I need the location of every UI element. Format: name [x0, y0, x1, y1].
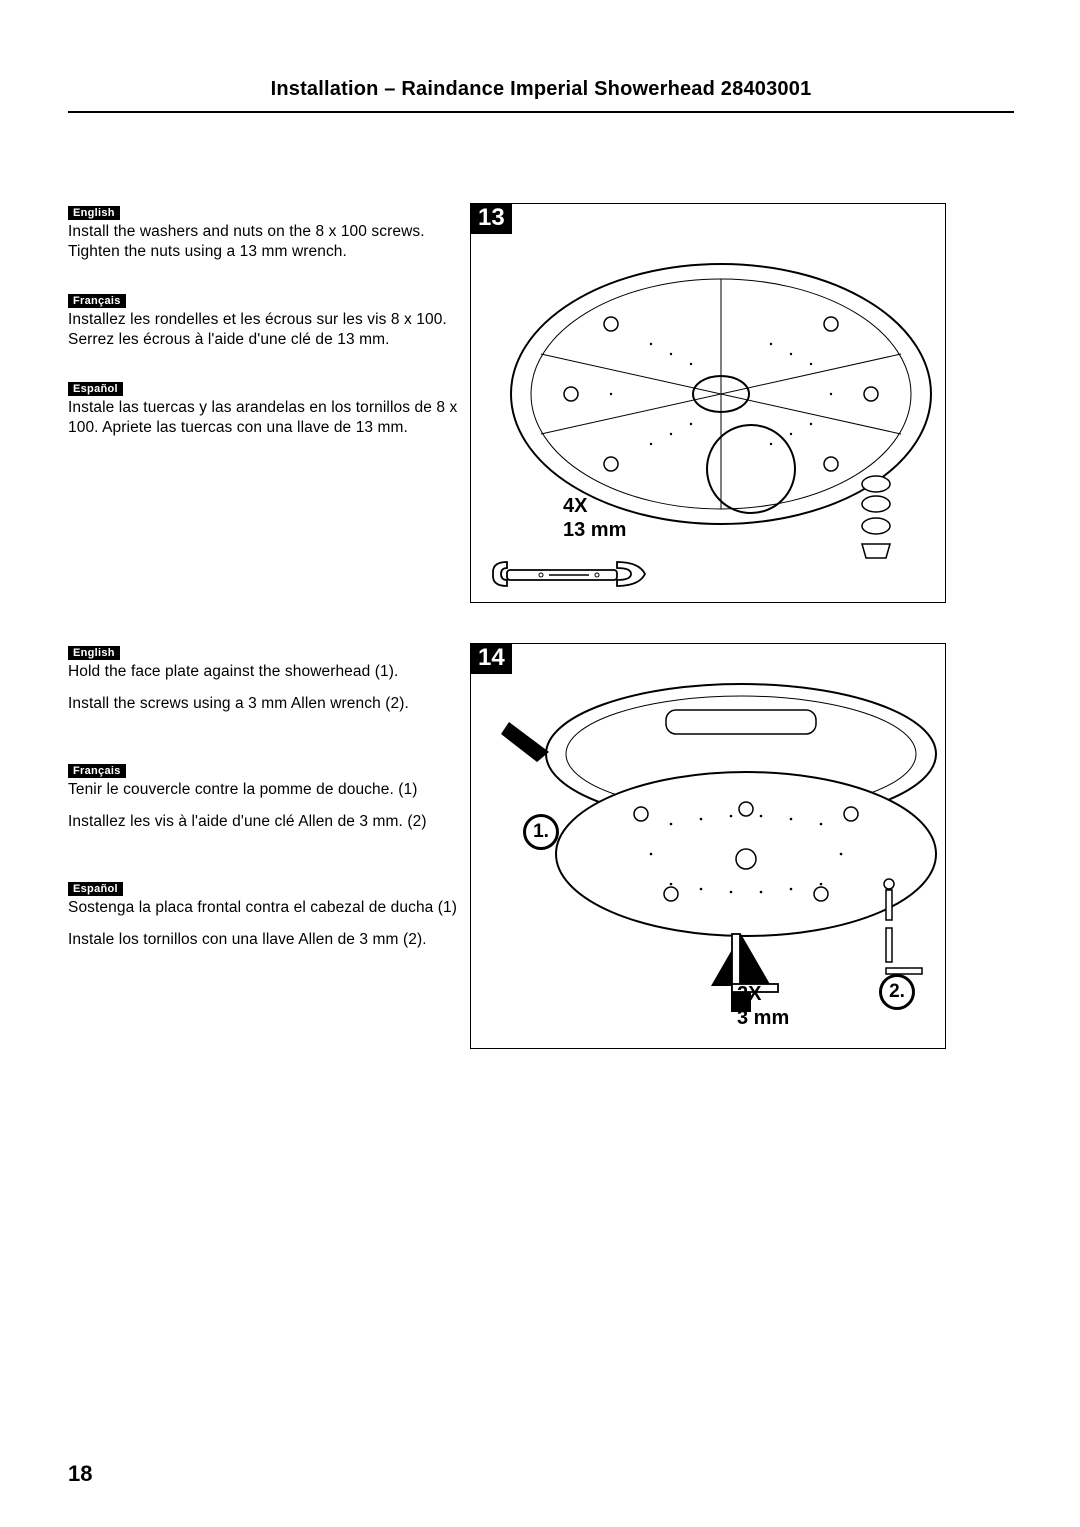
text-english-14-p2: Install the screws using a 3 mm Allen wr…: [68, 694, 460, 714]
image-column-14: 14: [470, 643, 1014, 1049]
section-step-13: English Install the washers and nuts on …: [68, 203, 1014, 603]
page-title: Installation – Raindance Imperial Shower…: [68, 78, 1014, 113]
text-francais-14: Tenir le couvercle contre la pomme de do…: [68, 780, 460, 833]
content: English Install the washers and nuts on …: [68, 203, 1014, 1049]
lang-english-label: English: [68, 206, 120, 220]
showerhead-illustration-13: [471, 204, 947, 604]
lang-english-label-14: English: [68, 646, 120, 660]
image-column-13: 13: [470, 203, 1014, 603]
callout-13-qty: 4X: [563, 495, 587, 517]
text-column-14: English Hold the face plate against the …: [68, 643, 470, 979]
text-espanol-14-p2: Instale los tornillos con una llave Alle…: [68, 930, 460, 950]
section-step-14: English Hold the face plate against the …: [68, 643, 1014, 1049]
diagram-step-14: 14: [470, 643, 946, 1049]
callout-14: 2X 3 mm: [737, 982, 789, 1030]
diagram-step-13: 13: [470, 203, 946, 603]
lang-espanol-label-14: Español: [68, 882, 123, 896]
text-francais-14-p1: Tenir le couvercle contre la pomme de do…: [68, 780, 460, 800]
lang-francais-label-14: Français: [68, 764, 126, 778]
text-espanol-14: Sostenga la placa frontal contra el cabe…: [68, 898, 460, 951]
text-espanol-13: Instale las tuercas y las arandelas en l…: [68, 398, 460, 439]
text-english-14-p1: Hold the face plate against the showerhe…: [68, 662, 460, 682]
text-espanol-14-p1: Sostenga la placa frontal contra el cabe…: [68, 898, 460, 918]
text-english-14: Hold the face plate against the showerhe…: [68, 662, 460, 715]
marker-1: 1.: [523, 814, 559, 850]
lang-francais-label: Français: [68, 294, 126, 308]
text-francais-14-p2: Installez les vis à l'aide d'une clé All…: [68, 812, 460, 832]
text-francais-13: Installez les rondelles et les écrous su…: [68, 310, 460, 351]
callout-13-size: 13 mm: [563, 519, 626, 541]
page: Installation – Raindance Imperial Shower…: [0, 0, 1080, 1527]
callout-14-qty: 2X: [737, 983, 761, 1005]
text-english-13: Install the washers and nuts on the 8 x …: [68, 222, 460, 263]
lang-espanol-label: Español: [68, 382, 123, 396]
page-number: 18: [68, 1461, 92, 1487]
marker-2: 2.: [879, 974, 915, 1010]
text-column-13: English Install the washers and nuts on …: [68, 203, 470, 467]
callout-14-size: 3 mm: [737, 1007, 789, 1029]
callout-13: 4X 13 mm: [563, 494, 626, 542]
